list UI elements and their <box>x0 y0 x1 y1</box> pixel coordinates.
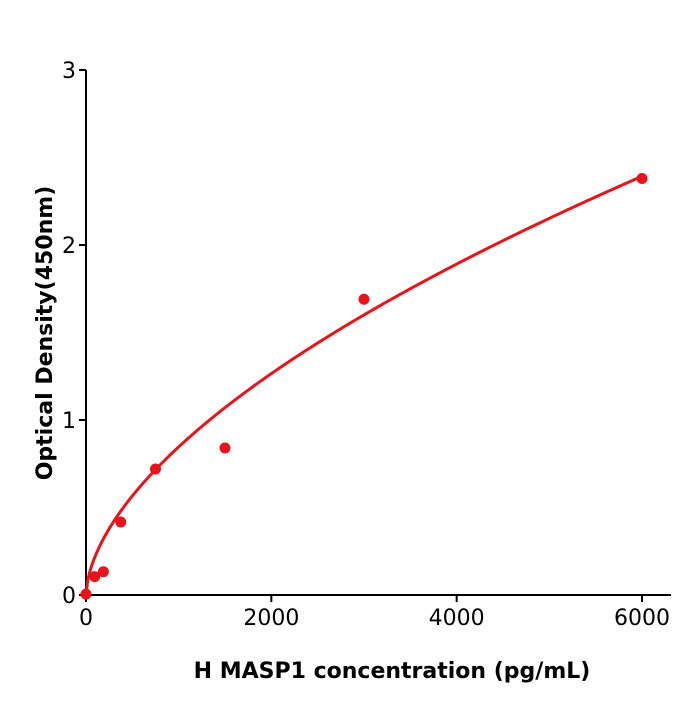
tick-labels: 0 2000 4000 6000 0 1 2 3 <box>62 59 670 631</box>
axes <box>79 69 671 602</box>
series <box>80 173 648 600</box>
y-axis-label: Optical Density(450nm) <box>33 186 58 481</box>
x-tick-label: 2000 <box>243 606 299 631</box>
data-point <box>636 173 648 184</box>
data-point <box>89 571 101 583</box>
data-point <box>358 293 370 305</box>
y-tick-label: 1 <box>62 409 76 434</box>
fit-curve <box>84 174 643 596</box>
y-tick-label: 2 <box>62 234 76 259</box>
x-axis-label: H MASP1 concentration (pg/mL) <box>194 659 591 684</box>
data-point <box>219 442 231 454</box>
data-point <box>150 463 161 475</box>
data-point <box>97 566 109 578</box>
x-tick-label: 0 <box>79 606 93 631</box>
x-tick-label: 6000 <box>614 606 670 631</box>
x-tick-label: 4000 <box>429 606 485 631</box>
y-tick-label: 3 <box>62 59 76 84</box>
y-tick-label: 0 <box>62 584 76 609</box>
data-point <box>115 516 127 528</box>
data-point <box>80 588 92 600</box>
